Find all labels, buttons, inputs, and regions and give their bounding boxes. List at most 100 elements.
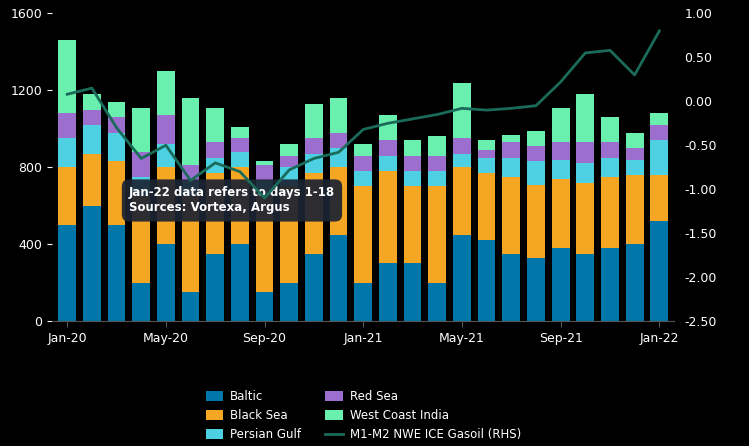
Bar [404, 171, 422, 186]
Bar [255, 292, 273, 321]
Bar [428, 136, 446, 156]
Bar [577, 183, 594, 254]
Bar [601, 248, 619, 321]
Line: M1-M2 NWE ICE Gasoil (RHS): M1-M2 NWE ICE Gasoil (RHS) [67, 31, 659, 198]
Bar [182, 196, 199, 292]
M1-M2 NWE ICE Gasoil (RHS) [482, 107, 491, 113]
Bar [428, 186, 446, 283]
Bar [453, 167, 471, 235]
Bar [650, 125, 668, 140]
Bar [625, 244, 643, 321]
M1-M2 NWE ICE Gasoil (RHS) [433, 112, 442, 117]
M1-M2 NWE ICE Gasoil (RHS) [260, 195, 269, 201]
Bar [330, 235, 348, 321]
M1-M2 NWE ICE Gasoil (RHS) [285, 167, 294, 173]
Bar [379, 156, 397, 171]
Bar [478, 157, 496, 173]
Bar [207, 173, 224, 254]
Bar [280, 144, 298, 156]
Bar [58, 167, 76, 225]
Bar [182, 98, 199, 165]
Bar [379, 140, 397, 156]
Bar [133, 152, 150, 177]
Bar [58, 40, 76, 113]
Legend: Baltic, Black Sea, Persian Gulf, Red Sea, West Coast India, M1-M2 NWE ICE Gasoil: Baltic, Black Sea, Persian Gulf, Red Sea… [201, 385, 526, 446]
Bar [58, 113, 76, 138]
M1-M2 NWE ICE Gasoil (RHS) [630, 72, 639, 78]
Bar [305, 154, 323, 173]
Bar [231, 152, 249, 167]
Bar [503, 135, 520, 142]
Bar [231, 167, 249, 244]
Bar [478, 173, 496, 240]
Bar [601, 177, 619, 248]
M1-M2 NWE ICE Gasoil (RHS) [186, 178, 195, 183]
Bar [404, 186, 422, 264]
Bar [305, 104, 323, 138]
Bar [379, 116, 397, 140]
Bar [625, 148, 643, 160]
Bar [625, 160, 643, 175]
Bar [625, 132, 643, 148]
Bar [207, 107, 224, 142]
Bar [428, 283, 446, 321]
Bar [503, 142, 520, 157]
Bar [207, 157, 224, 173]
Bar [83, 94, 101, 110]
Bar [552, 142, 569, 160]
Bar [83, 110, 101, 125]
Bar [133, 283, 150, 321]
Bar [650, 113, 668, 125]
Bar [231, 138, 249, 152]
Bar [577, 163, 594, 183]
Bar [527, 131, 545, 146]
Bar [108, 161, 125, 225]
Bar [552, 107, 569, 142]
Bar [354, 156, 372, 171]
Bar [255, 181, 273, 196]
Bar [157, 167, 175, 244]
M1-M2 NWE ICE Gasoil (RHS) [458, 106, 467, 111]
Bar [330, 132, 348, 148]
Bar [133, 107, 150, 152]
Bar [404, 140, 422, 156]
Bar [577, 94, 594, 142]
Bar [157, 244, 175, 321]
M1-M2 NWE ICE Gasoil (RHS) [137, 156, 146, 161]
M1-M2 NWE ICE Gasoil (RHS) [162, 143, 171, 148]
Bar [108, 225, 125, 321]
M1-M2 NWE ICE Gasoil (RHS) [507, 106, 516, 111]
Bar [577, 254, 594, 321]
Bar [255, 196, 273, 292]
M1-M2 NWE ICE Gasoil (RHS) [556, 79, 565, 85]
M1-M2 NWE ICE Gasoil (RHS) [605, 48, 614, 53]
Bar [650, 175, 668, 221]
Bar [625, 175, 643, 244]
Bar [182, 181, 199, 196]
Bar [305, 173, 323, 254]
Bar [354, 144, 372, 156]
Bar [58, 138, 76, 167]
M1-M2 NWE ICE Gasoil (RHS) [235, 169, 244, 174]
Bar [182, 165, 199, 181]
Bar [428, 156, 446, 171]
Bar [552, 179, 569, 248]
Bar [354, 171, 372, 186]
Bar [453, 83, 471, 138]
Bar [379, 171, 397, 264]
Bar [255, 161, 273, 165]
M1-M2 NWE ICE Gasoil (RHS) [359, 127, 368, 132]
M1-M2 NWE ICE Gasoil (RHS) [655, 28, 664, 33]
Bar [231, 127, 249, 138]
Bar [83, 154, 101, 206]
Bar [478, 150, 496, 157]
Bar [280, 156, 298, 167]
Bar [280, 283, 298, 321]
Text: Jan-22 data refers to days 1-18
Sources: Vortexa, Argus: Jan-22 data refers to days 1-18 Sources:… [129, 186, 335, 215]
Bar [108, 132, 125, 161]
Bar [527, 146, 545, 161]
M1-M2 NWE ICE Gasoil (RHS) [383, 120, 392, 126]
M1-M2 NWE ICE Gasoil (RHS) [580, 50, 589, 56]
Bar [428, 171, 446, 186]
Bar [280, 167, 298, 186]
